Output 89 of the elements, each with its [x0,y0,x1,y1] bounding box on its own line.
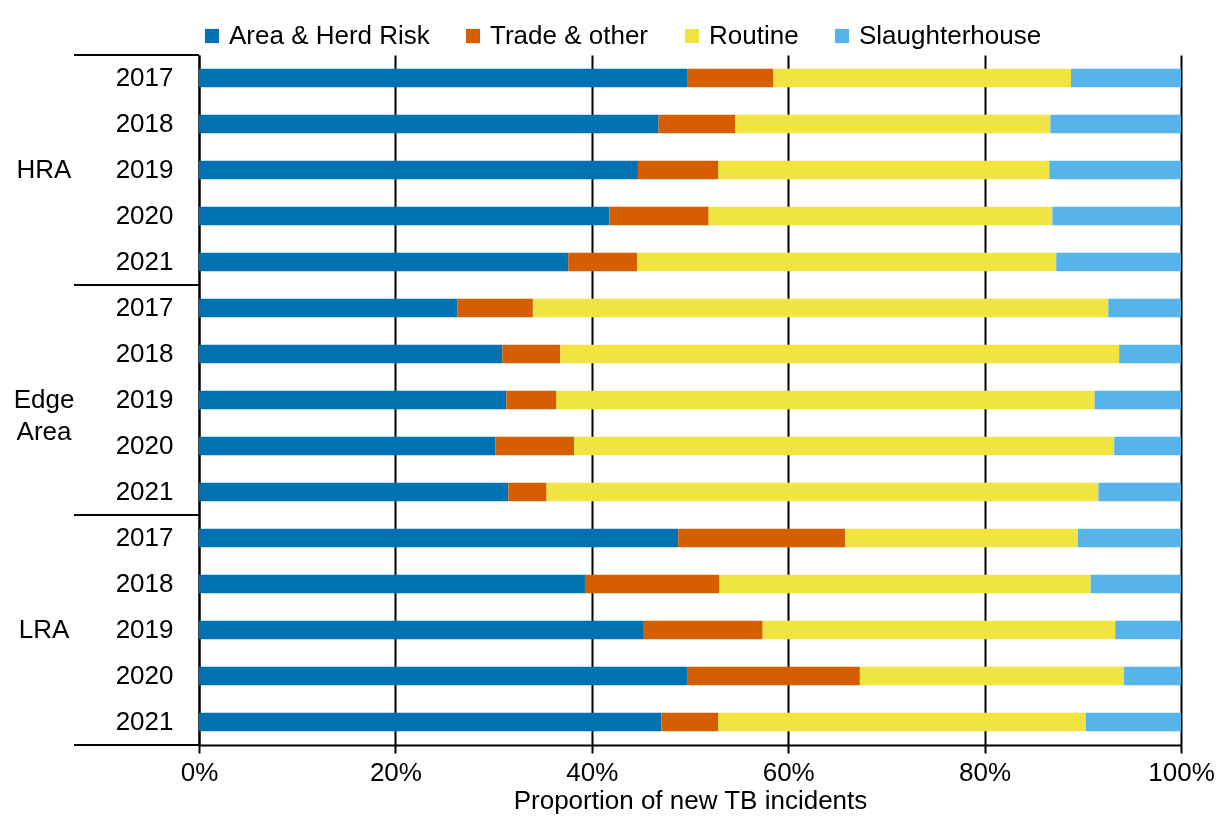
x-tick-label: 100% [1148,756,1215,787]
bar [687,68,774,88]
legend-label: Trade & other [490,20,649,50]
bar [1085,712,1181,732]
x-tick-label: 80% [959,756,1012,787]
bar [199,114,659,134]
bar [199,344,503,364]
bar [1050,114,1181,134]
bar [859,666,1125,686]
bar [199,68,688,88]
bar [199,482,509,502]
bar [560,344,1120,364]
bar [637,160,719,180]
bar [199,574,585,594]
bar [1098,482,1181,502]
bar [1119,344,1181,364]
bar [718,160,1050,180]
x-tick-label: 60% [762,756,815,787]
y-tick-label: 2020 [115,660,174,690]
bar [678,528,846,548]
bar [199,206,610,226]
bar [719,574,1091,594]
bar [199,436,496,456]
bar [658,114,736,134]
bar [735,114,1051,134]
bar [1052,206,1181,226]
y-tick-label: 2018 [115,338,174,368]
bar [708,206,1053,226]
bar [199,528,679,548]
bar [687,666,860,686]
x-axis-title: Proportion of new TB incidents [513,784,868,815]
bar [1094,390,1181,410]
bar [1071,68,1181,88]
bar [845,528,1078,548]
bar [773,68,1072,88]
y-tick-label: 2019 [115,384,174,414]
bar [1077,528,1181,548]
bar [508,482,547,502]
bar [661,712,719,732]
bar [568,252,637,272]
bar [643,620,763,640]
text: LRA [18,614,70,644]
bar [546,482,1099,502]
bar [1090,574,1181,594]
y-tick-label: 2021 [115,246,174,276]
y-tick-label: 2020 [115,200,174,230]
bar [532,298,1109,318]
bar [199,298,458,318]
bar [1108,298,1181,318]
y-tick-label: 2019 [115,614,174,644]
bar [1114,436,1181,456]
y-tick-label: 2021 [115,706,174,736]
bar [762,620,1116,640]
legend-label: Area & Herd Risk [229,20,431,50]
bar [199,252,569,272]
y-tick-label: 2017 [115,62,174,92]
bar [636,252,1057,272]
y-tick-label: 2017 [115,292,174,322]
y-tick-label: 2020 [115,430,174,460]
bar [609,206,709,226]
y-tick-label: 2017 [115,522,174,552]
y-tick-label: 2018 [115,568,174,598]
bar [457,298,533,318]
text: Edge Area [13,384,75,446]
bar [495,436,575,456]
y-tick-label: 2019 [115,154,174,184]
legend-label: Routine [709,20,799,50]
bar [1124,666,1181,686]
text: HRA [16,154,73,184]
x-tick-label: 20% [369,756,422,787]
bar [556,390,1095,410]
x-tick-label: 40% [566,756,619,787]
bar [199,620,644,640]
bar [1056,252,1181,272]
y-tick-label: 2018 [115,108,174,138]
bar [199,160,638,180]
bar [502,344,561,364]
bar [199,390,507,410]
y-tick-label: 2021 [115,476,174,506]
x-tick-label: 0% [180,756,219,787]
bar [1115,620,1181,640]
legend-label: Slaughterhouse [859,20,1042,50]
bar [199,712,662,732]
bar [1049,160,1181,180]
bar [199,666,688,686]
bar [574,436,1115,456]
bar [718,712,1086,732]
bar [584,574,720,594]
bar [506,390,557,410]
